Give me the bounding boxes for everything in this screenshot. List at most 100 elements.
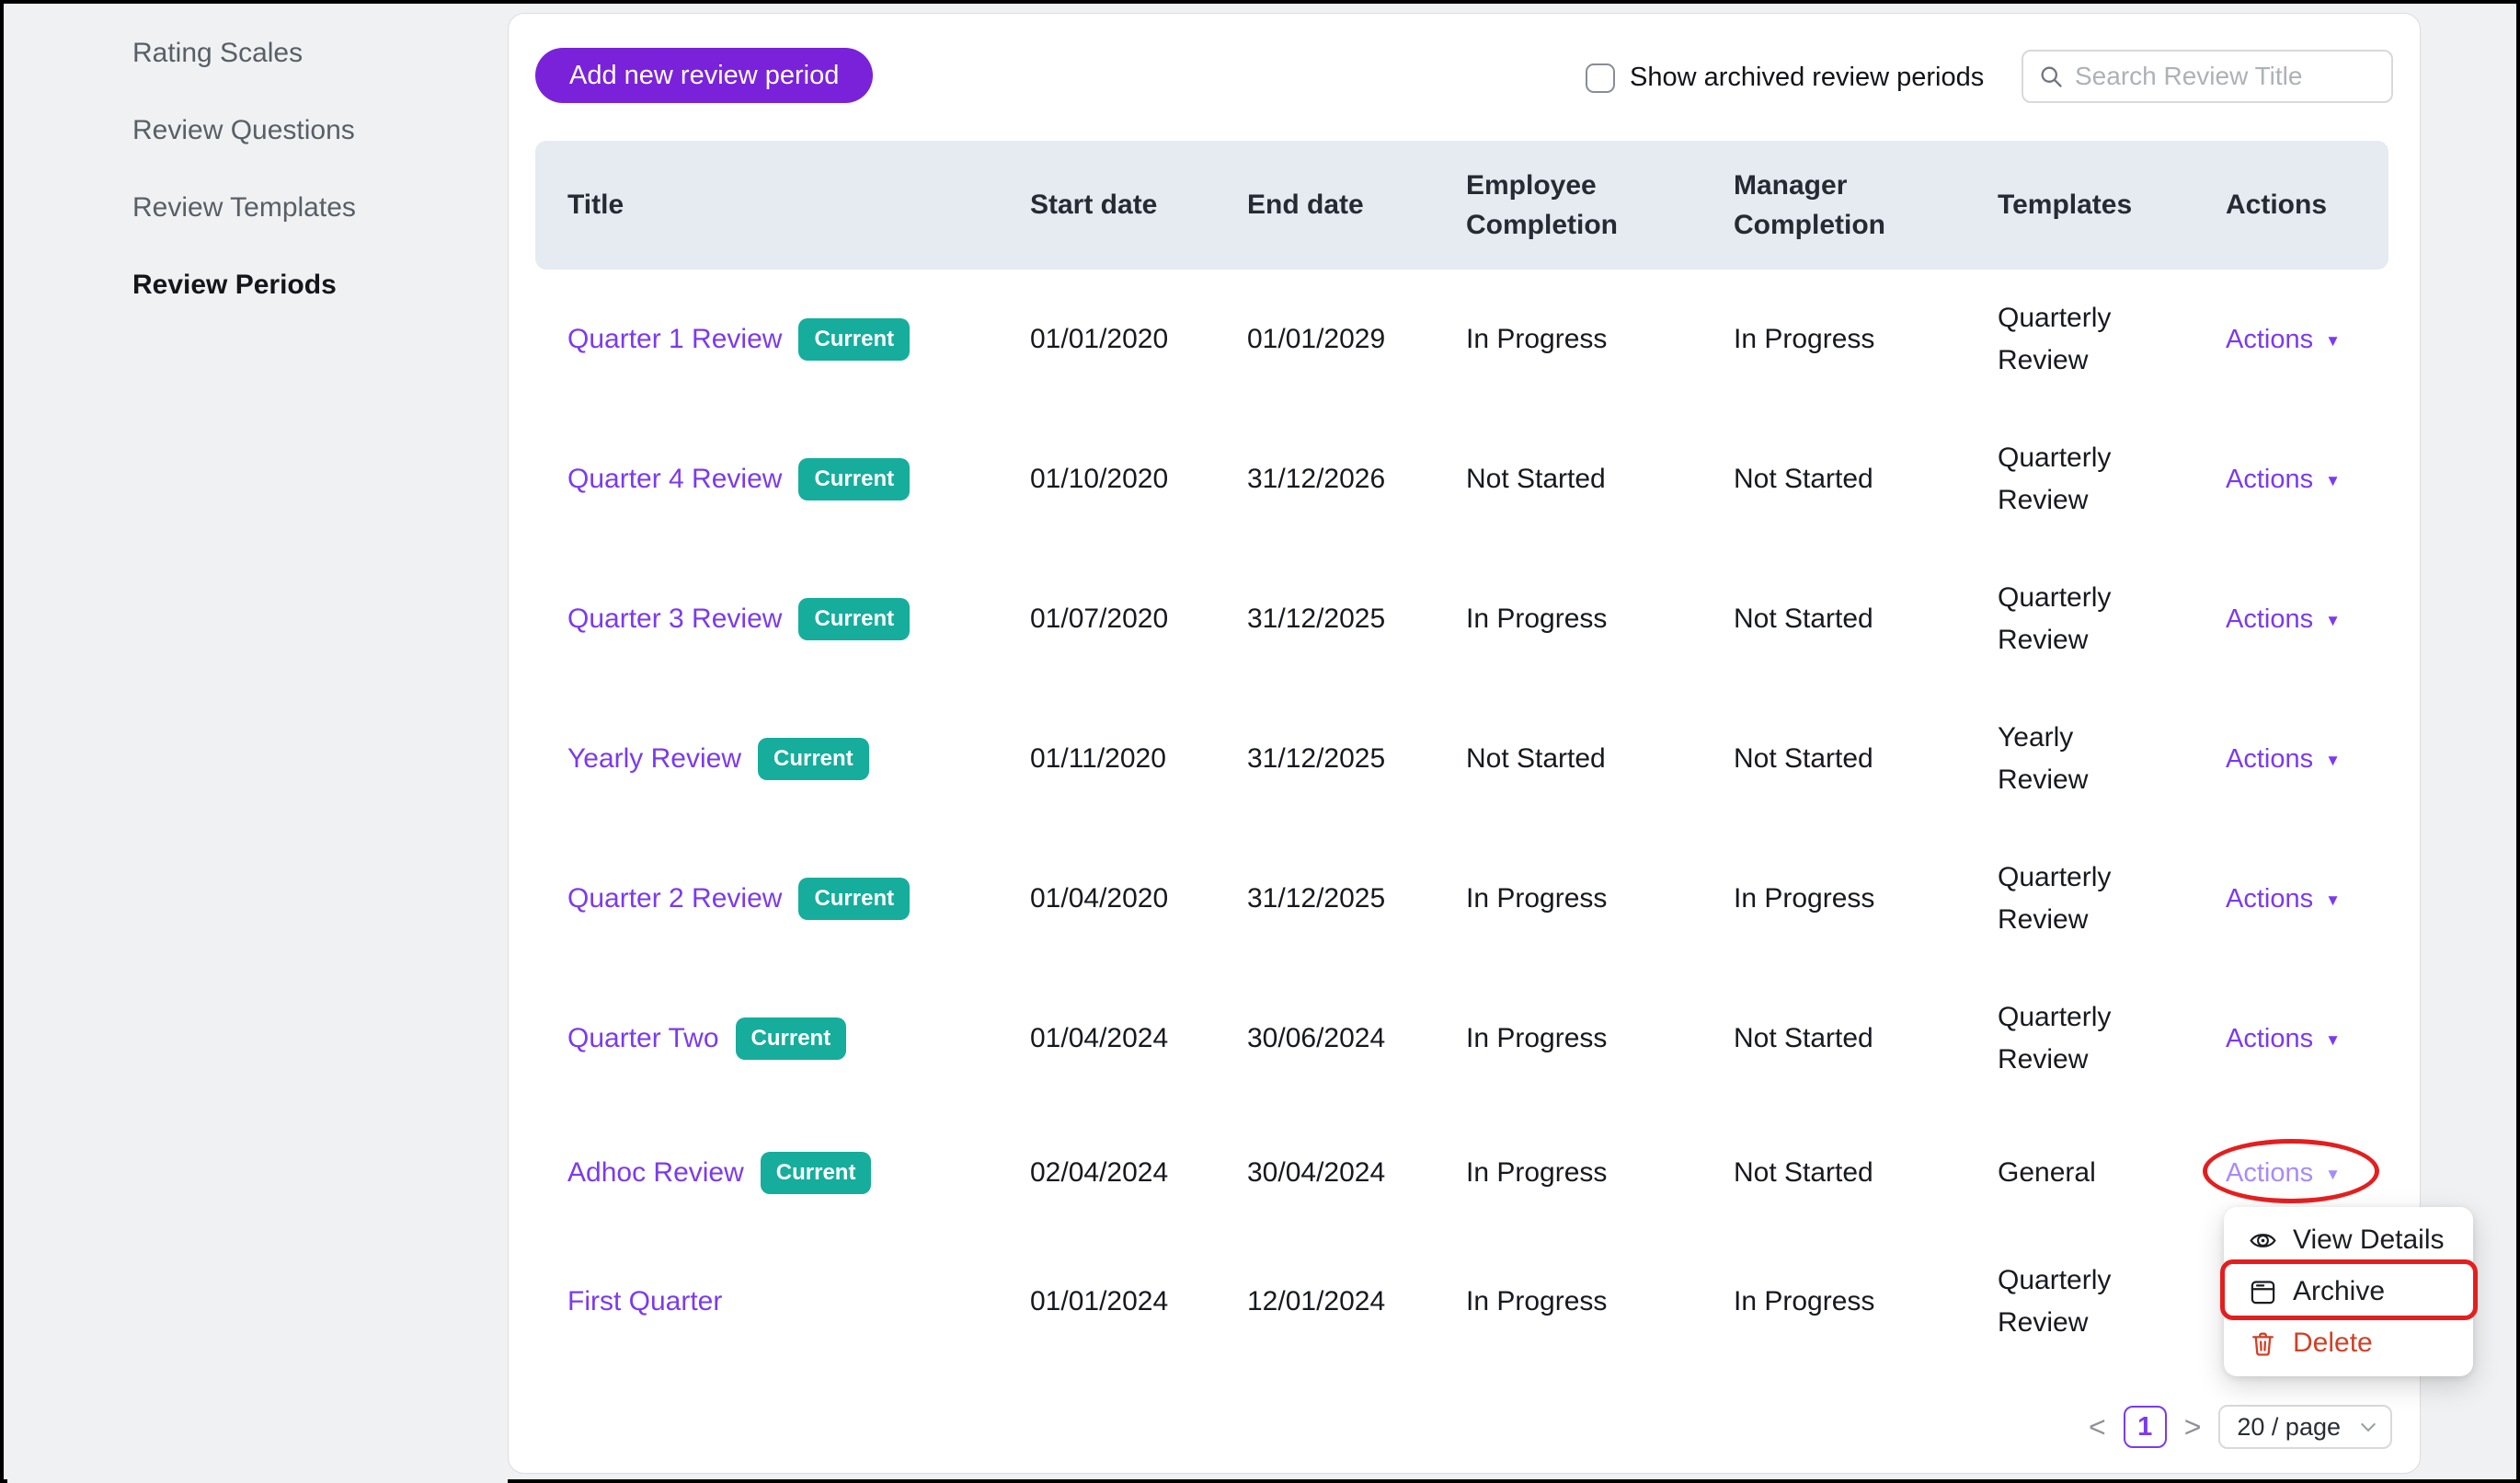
manager-completion-cell: Not Started: [1734, 1023, 1873, 1053]
sidebar-item-label: Rating Scales: [132, 38, 304, 68]
actions-label: Actions: [2226, 1158, 2314, 1188]
sidebar-item-review-questions[interactable]: Review Questions: [7, 92, 508, 169]
sidebar-item-label: Review Questions: [132, 115, 355, 145]
actions-label: Actions: [2226, 884, 2314, 914]
manager-completion-cell: Not Started: [1734, 743, 1873, 774]
sidebar-item-review-periods[interactable]: Review Periods: [7, 247, 508, 324]
title-cell: Quarter 2 Review Current: [567, 878, 1030, 920]
actions-label: Actions: [2226, 604, 2314, 634]
current-badge: Current: [798, 598, 911, 640]
pagination: < 1 > 20 / page: [2085, 1405, 2392, 1449]
template-cell: Yearly Review: [1998, 717, 2226, 802]
actions-label: Actions: [2226, 1024, 2314, 1053]
end-date-cell: 01/01/2029: [1247, 324, 1386, 354]
actions-dropdown-trigger[interactable]: Actions ▼: [2226, 1024, 2341, 1054]
template-cell: Quarterly Review: [1998, 577, 2226, 662]
template-name: Quarterly Review: [1998, 1264, 2112, 1339]
current-badge: Current: [760, 1152, 872, 1194]
menu-item-delete[interactable]: Delete: [2224, 1317, 2473, 1369]
prev-page-button[interactable]: <: [2089, 1409, 2106, 1443]
sidebar-item-review-templates[interactable]: Review Templates: [7, 169, 508, 247]
review-period-link[interactable]: Yearly Review: [567, 743, 741, 774]
settings-sidebar: Rating Scales Review Questions Review Te…: [7, 7, 508, 1483]
actions-dropdown-trigger[interactable]: Actions ▼: [2226, 744, 2341, 775]
column-header-actions: Actions: [2226, 190, 2328, 221]
actions-dropdown-trigger[interactable]: Actions ▼: [2226, 465, 2341, 495]
employee-completion-cell: In Progress: [1466, 604, 1608, 634]
template-name: General: [1998, 1156, 2096, 1188]
search-review-title-input[interactable]: [2075, 62, 2378, 91]
end-date-cell: 30/06/2024: [1247, 1023, 1386, 1053]
actions-cell: Actions ▼: [2226, 324, 2388, 355]
chevron-down-icon: ▼: [2325, 332, 2341, 350]
employee-completion-cell: Not Started: [1466, 464, 1606, 494]
add-review-period-button[interactable]: Add new review period: [535, 48, 874, 103]
start-date-cell: 01/01/2020: [1030, 324, 1169, 354]
current-badge: Current: [798, 878, 911, 920]
manager-completion-cell: Not Started: [1734, 604, 1873, 634]
review-period-link[interactable]: Quarter 2 Review: [567, 883, 783, 914]
actions-label: Actions: [2226, 465, 2314, 494]
menu-item-archive[interactable]: Archive: [2224, 1266, 2473, 1317]
template-name: Quarterly Review: [1998, 581, 2112, 656]
page-size-select[interactable]: 20 / page: [2218, 1405, 2392, 1449]
title-cell: Yearly Review Current: [567, 738, 1030, 780]
menu-item-label: Archive: [2293, 1276, 2386, 1306]
page-size-value: 20 / page: [2237, 1412, 2341, 1441]
end-date-cell: 31/12/2026: [1247, 464, 1386, 494]
table-row: Quarter 4 Review Current 01/10/2020 31/1…: [535, 409, 2388, 549]
manager-completion-cell: Not Started: [1734, 1157, 1873, 1188]
actions-dropdown-trigger[interactable]: Actions ▼: [2226, 884, 2341, 914]
start-date-cell: 01/11/2020: [1030, 743, 1166, 774]
chevron-down-icon: ▼: [2325, 752, 2341, 769]
review-period-link[interactable]: Adhoc Review: [567, 1157, 744, 1188]
start-date-cell: 01/01/2024: [1030, 1286, 1169, 1316]
title-cell: Quarter 3 Review Current: [567, 598, 1030, 640]
template-name: Quarterly Review: [1998, 442, 2112, 516]
review-period-link[interactable]: First Quarter: [567, 1286, 723, 1316]
title-cell: First Quarter: [567, 1286, 1030, 1317]
title-cell: Quarter Two Current: [567, 1017, 1030, 1060]
template-cell: Quarterly Review: [1998, 996, 2226, 1082]
column-header-start-date: Start date: [1030, 190, 1158, 221]
current-page-button[interactable]: 1: [2123, 1406, 2167, 1448]
sidebar-item-rating-scales[interactable]: Rating Scales: [7, 15, 508, 92]
table-row: First Quarter 01/01/2024 12/01/2024 In P…: [535, 1237, 2388, 1366]
trash-icon: [2252, 1331, 2274, 1356]
end-date-cell: 30/04/2024: [1247, 1157, 1386, 1188]
review-period-link[interactable]: Quarter Two: [567, 1023, 719, 1053]
actions-label: Actions: [2226, 325, 2314, 354]
actions-cell: Actions ▼: [2226, 743, 2388, 775]
review-period-link[interactable]: Quarter 1 Review: [567, 324, 783, 354]
show-archived-checkbox[interactable]: [1586, 63, 1615, 93]
actions-dropdown-menu: View Details Archive Delete: [2224, 1207, 2473, 1376]
start-date-cell: 01/04/2020: [1030, 883, 1169, 914]
actions-label: Actions: [2226, 744, 2314, 774]
employee-completion-cell: In Progress: [1466, 883, 1608, 914]
review-periods-panel: Add new review period Show archived revi…: [508, 13, 2421, 1474]
archive-icon: [2251, 1280, 2275, 1304]
actions-cell: Actions ▼: [2226, 883, 2388, 914]
actions-dropdown-trigger[interactable]: Actions ▼: [2226, 325, 2341, 355]
show-archived-group: Show archived review periods: [1586, 63, 1984, 93]
table-row: Quarter 1 Review Current 01/01/2020 01/0…: [535, 270, 2388, 409]
employee-completion-cell: In Progress: [1466, 324, 1608, 354]
template-name: Yearly Review: [1998, 721, 2089, 796]
next-page-button[interactable]: >: [2183, 1409, 2202, 1443]
menu-item-view-details[interactable]: View Details: [2224, 1214, 2473, 1266]
show-archived-label: Show archived review periods: [1630, 63, 1985, 92]
table-header: Title Start date End date Employee Compl…: [535, 141, 2388, 270]
employee-completion-cell: In Progress: [1466, 1023, 1608, 1053]
review-period-link[interactable]: Quarter 4 Review: [567, 464, 783, 494]
table-row: Adhoc Review Current 02/04/2024 30/04/20…: [535, 1109, 2388, 1237]
chevron-down-icon: ▼: [2325, 1031, 2341, 1049]
end-date-cell: 31/12/2025: [1247, 883, 1386, 914]
start-date-cell: 01/10/2020: [1030, 464, 1169, 494]
menu-item-label: Delete: [2293, 1328, 2373, 1358]
end-date-cell: 31/12/2025: [1247, 743, 1386, 774]
review-period-link[interactable]: Quarter 3 Review: [567, 604, 783, 634]
actions-dropdown-trigger[interactable]: Actions ▼: [2226, 1158, 2341, 1189]
menu-item-label: View Details: [2293, 1224, 2445, 1255]
table-row: Quarter Two Current 01/04/2024 30/06/202…: [535, 969, 2388, 1109]
actions-dropdown-trigger[interactable]: Actions ▼: [2226, 604, 2341, 635]
